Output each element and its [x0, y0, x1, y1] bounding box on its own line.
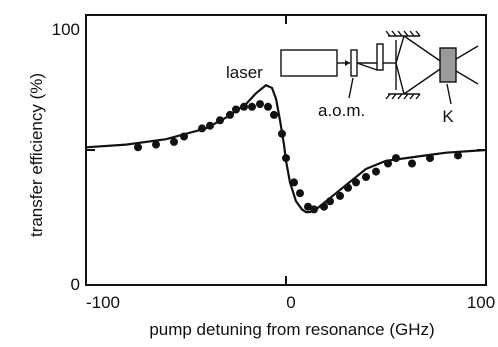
- plot-frame: [85, 14, 487, 286]
- inset-label-k: K: [442, 107, 454, 126]
- mirror-bottom-hatch: [385, 93, 421, 100]
- beam: [403, 35, 447, 66]
- data-point: [426, 154, 434, 163]
- data-point: [134, 143, 142, 152]
- data-point: [270, 110, 278, 119]
- fit-curve: [85, 83, 487, 214]
- data-point: [290, 178, 298, 187]
- polarizer: [376, 43, 384, 71]
- beam: [395, 62, 405, 95]
- y-tick-label: 0: [71, 275, 80, 294]
- y-axis-ticks: [86, 14, 486, 286]
- data-point: [248, 102, 256, 111]
- laser-box: [280, 49, 338, 77]
- beam-diffracted: [356, 62, 378, 71]
- k-pointer: [446, 83, 452, 105]
- data-point: [336, 191, 344, 200]
- data-point: [344, 183, 352, 192]
- setup-schematic: laser K a.o.m.: [226, 30, 479, 126]
- data-point: [256, 100, 264, 109]
- data-point: [282, 154, 290, 163]
- data-points-layer: [134, 100, 462, 214]
- data-point: [198, 124, 206, 133]
- data-point: [352, 178, 360, 187]
- data-point: [240, 102, 248, 111]
- beam-arrow-icon: [345, 60, 350, 66]
- data-point: [362, 173, 370, 181]
- data-point: [170, 137, 178, 146]
- data-point: [232, 105, 240, 114]
- inset-label-laser: laser: [226, 63, 263, 82]
- data-point: [152, 140, 160, 149]
- data-point: [384, 159, 392, 168]
- data-point: [310, 205, 318, 214]
- data-point: [180, 132, 188, 141]
- x-axis-ticks: [85, 15, 487, 285]
- data-point: [226, 110, 234, 119]
- data-point: [216, 116, 224, 125]
- beam: [395, 35, 405, 64]
- k-cell: [439, 47, 457, 83]
- data-point: [408, 159, 416, 168]
- y-axis-title: transfer efficiency (%): [27, 73, 46, 237]
- mirror-top-hatch: [385, 30, 421, 37]
- y-tick-label: 100: [52, 20, 80, 39]
- data-point: [454, 151, 462, 160]
- x-tick-label: 100: [467, 293, 495, 312]
- data-point: [372, 167, 380, 176]
- data-point: [206, 121, 214, 130]
- data-point: [278, 129, 286, 138]
- data-point: [392, 154, 400, 163]
- inset-label-aom: a.o.m.: [318, 101, 365, 120]
- data-point: [320, 202, 328, 211]
- aom-crystal: [350, 49, 358, 77]
- x-tick-label: 0: [286, 293, 295, 312]
- data-point: [296, 189, 304, 198]
- x-axis-title: pump detuning from resonance (GHz): [149, 320, 434, 339]
- data-point: [326, 197, 334, 206]
- aom-pointer: [348, 77, 354, 99]
- x-tick-label: -100: [86, 293, 120, 312]
- fit-curve-layer: [85, 83, 487, 214]
- data-point: [264, 102, 272, 111]
- data-point: [304, 202, 312, 211]
- beam: [403, 64, 447, 95]
